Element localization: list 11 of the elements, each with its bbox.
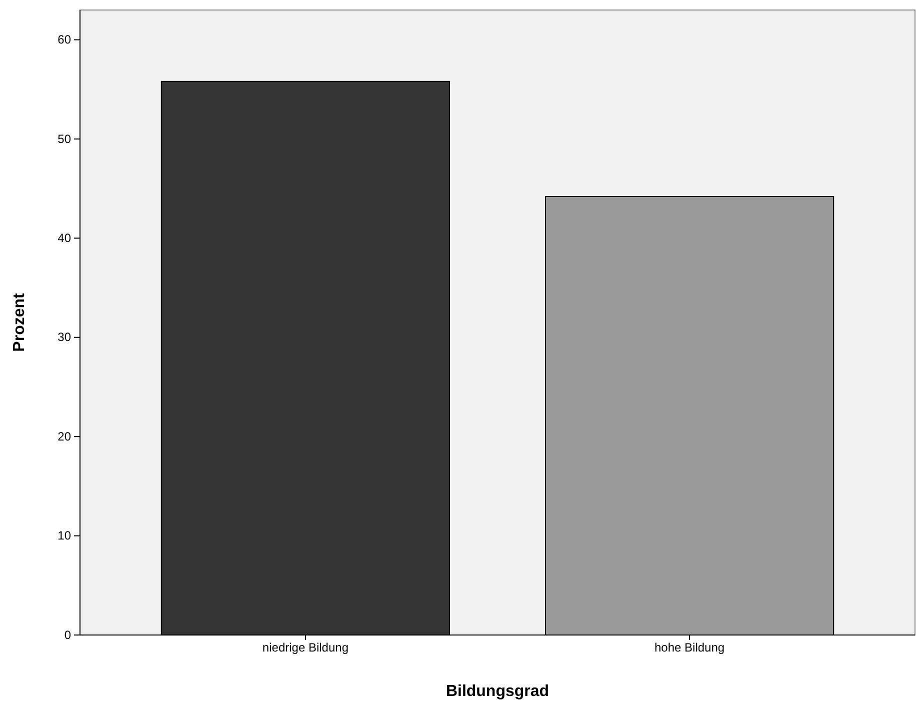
x-tick-label: niedrige Bildung bbox=[262, 640, 348, 655]
y-tick-label: 30 bbox=[58, 330, 72, 344]
y-tick-label: 20 bbox=[58, 429, 72, 444]
x-tick-label: hohe Bildung bbox=[654, 640, 725, 655]
y-tick-label: 10 bbox=[58, 528, 72, 543]
y-tick-label: 50 bbox=[58, 132, 72, 146]
y-tick-label: 60 bbox=[58, 32, 72, 47]
y-tick-label: 0 bbox=[64, 628, 72, 642]
y-axis-title: Prozent bbox=[11, 292, 28, 352]
y-tick-label: 40 bbox=[58, 231, 72, 246]
x-axis-title: Bildungsgrad bbox=[446, 683, 550, 700]
